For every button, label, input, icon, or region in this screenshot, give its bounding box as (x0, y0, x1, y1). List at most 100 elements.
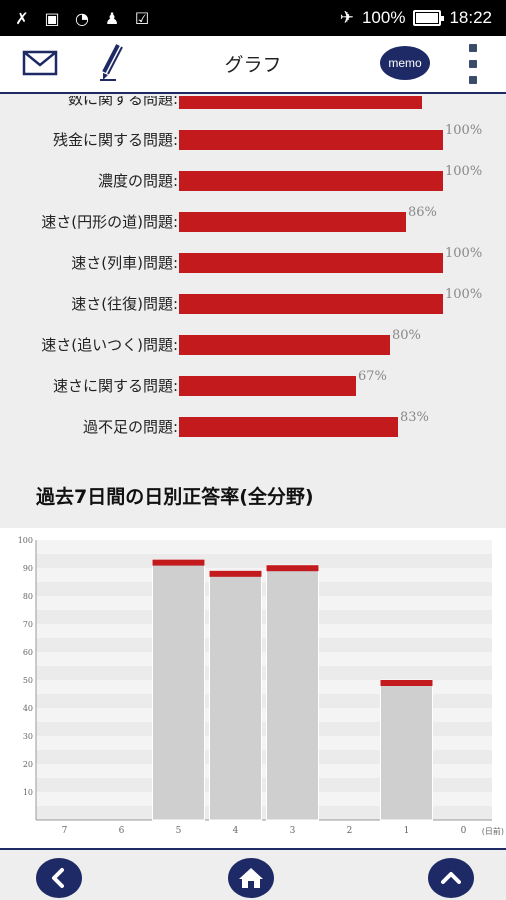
y-tick-label: 90 (23, 564, 33, 573)
daily-bar (380, 679, 433, 821)
speed-icon: ◔ (75, 8, 89, 28)
category-row: 速さ(列車)問題: 100% (0, 246, 506, 274)
mail-icon (22, 50, 58, 76)
grid-band (36, 638, 492, 652)
y-tick-label: 100 (18, 536, 33, 545)
more-menu-button[interactable] (466, 44, 480, 84)
x-tick-label: 6 (119, 826, 125, 836)
category-percent: 100% (445, 287, 483, 302)
home-button[interactable] (228, 858, 274, 898)
x-tick-label: 4 (233, 826, 239, 836)
y-tick-label: 30 (23, 732, 33, 741)
memo-button[interactable]: memo (380, 46, 430, 80)
grid-band (36, 610, 492, 624)
x-tick-label: 0 (461, 826, 467, 836)
category-bar (179, 96, 422, 109)
daily-bar-cap (266, 565, 319, 572)
category-bar (179, 417, 398, 437)
grid-band (36, 694, 492, 708)
clock: 18:22 (449, 8, 492, 27)
grid-band (36, 568, 492, 582)
battery-percent: 100% (361, 8, 406, 27)
home-icon (239, 868, 263, 888)
category-percent: 92% (424, 96, 453, 97)
daily-bar-cap (380, 680, 433, 686)
category-bar (179, 376, 356, 396)
category-percent: 83% (400, 410, 429, 425)
category-percent: 86% (408, 205, 437, 220)
daily-bar (209, 570, 262, 821)
category-percent: 100% (445, 164, 483, 179)
category-bar (179, 253, 443, 273)
category-bar (179, 171, 443, 191)
category-label: 速さ(列車)問題: (71, 254, 178, 272)
category-label: 速さに関する問題: (52, 377, 178, 395)
grid-band (36, 666, 492, 680)
grid-band (36, 764, 492, 778)
grid-band (36, 806, 492, 820)
page-title: グラフ (224, 54, 282, 76)
status-bar: ✗ ▣ ◔ ♟ ☑ ✈ 100% 18:22 (0, 0, 506, 36)
image-icon: ▣ (44, 8, 60, 28)
x-tick-label: 2 (347, 826, 353, 836)
y-tick-label: 60 (23, 648, 33, 657)
mail-button[interactable] (22, 48, 58, 78)
daily-bar-cap (152, 559, 205, 566)
category-row: 速さ(円形の道)問題: 86% (0, 205, 506, 233)
grid-band (36, 708, 492, 722)
category-label: 過不足の問題: (82, 418, 178, 436)
category-row: 数に関する問題: 92% (0, 96, 506, 110)
scroll-top-button[interactable] (428, 858, 474, 898)
category-row: 過不足の問題: 83% (0, 410, 506, 438)
category-label: 数に関する問題: (67, 96, 178, 108)
more-dot-icon (469, 60, 477, 68)
app-icon: ✗ (15, 8, 29, 28)
grid-band (36, 582, 492, 596)
system-tray: ✈ 100% 18:22 (340, 0, 492, 36)
y-tick-label: 70 (23, 620, 33, 629)
grid-band (36, 792, 492, 806)
y-tick-label: 50 (23, 676, 33, 685)
grid-band (36, 596, 492, 610)
y-tick-label: 20 (23, 760, 33, 769)
airplane-icon: ✈ (339, 8, 354, 27)
battery-icon (413, 10, 445, 26)
category-percent: 80% (392, 328, 421, 343)
android-icon: ♟ (104, 8, 120, 28)
graph-content[interactable]: 数に関する問題: 92% 残金に関する問題: 100% 濃度の問題: 100% 速さ(円形の… (0, 96, 506, 848)
category-bar (179, 130, 443, 150)
category-bar (179, 294, 443, 314)
category-percent: 67% (358, 369, 387, 384)
category-row: 速さに関する問題: 67% (0, 369, 506, 397)
grid-band (36, 540, 492, 554)
category-label: 残金に関する問題: (52, 131, 178, 149)
grid-band (36, 652, 492, 666)
x-tick-label: 5 (176, 826, 182, 836)
edit-button[interactable] (96, 42, 124, 82)
daily-bar (266, 564, 319, 821)
grid-band (36, 554, 492, 568)
category-label: 速さ(円形の道)問題: (41, 213, 178, 231)
category-row: 速さ(追いつく)問題: 80% (0, 328, 506, 356)
bottom-nav (0, 848, 506, 900)
daily-chart-title: 過去7日間の日別正答率(全分野) (36, 486, 314, 508)
y-tick-label: 80 (23, 592, 33, 601)
category-bar (179, 212, 406, 232)
check-icon: ☑ (134, 8, 150, 28)
chevron-left-icon (52, 868, 64, 888)
more-dot-icon (469, 44, 477, 52)
daily-bar-cap (209, 570, 262, 577)
daily-chart: 10 20 30 40 50 60 70 80 90 100 7 6 5 4 3 2 1 0 (日前) (0, 528, 506, 848)
category-row: 残金に関する問題: 100% (0, 123, 506, 151)
x-tick-label: 7 (62, 826, 68, 836)
more-dot-icon (469, 76, 477, 84)
category-percent: 100% (445, 246, 483, 261)
pencil-icon (100, 44, 123, 81)
y-tick-label: 10 (23, 788, 33, 797)
x-axis-label: (日前) (482, 826, 504, 836)
back-button[interactable] (36, 858, 82, 898)
grid-band (36, 778, 492, 792)
grid-band (36, 736, 492, 750)
y-tick-label: 40 (23, 704, 33, 713)
chevron-up-icon (441, 872, 461, 884)
